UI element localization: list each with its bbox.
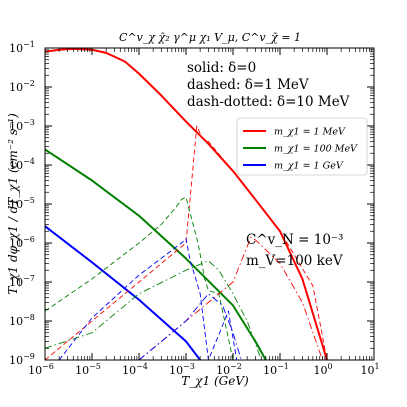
- x-tick-label: 10−3: [169, 362, 195, 377]
- x-tick-label: 100: [313, 362, 332, 377]
- x-tick-label: 10−4: [122, 362, 148, 377]
- series-line-8: [138, 293, 242, 360]
- parameter-label: C^v_N = 10⁻³: [246, 232, 343, 248]
- y-tick-label: 10−6: [9, 235, 35, 250]
- series-layer: [45, 48, 328, 360]
- axis-ticks: [44, 47, 375, 361]
- legend-label: m_χ1 = 1 GeV: [274, 161, 344, 172]
- parameter-label: m_V=100 keV: [246, 253, 343, 269]
- y-axis-label-text: T_χ1 dφ_χ1 / dT_χ1 (cm⁻² s⁻¹): [6, 113, 20, 295]
- y-tick-label: 10−9: [9, 352, 35, 367]
- plot-area: [45, 48, 374, 360]
- legend: m_χ1 = 1 MeV m_χ1 = 100 MeV m_χ1 = 1 GeV: [236, 117, 368, 176]
- y-tick-label: 10−7: [9, 274, 35, 289]
- y-tick-label: 10−4: [9, 157, 35, 172]
- chart-title: C^v_χ χ̄₂ γ^μ χ₁ V_μ, C^v_χ̄ = 1: [119, 31, 301, 44]
- legend-box: [236, 117, 368, 176]
- y-axis-label: T_χ1 dφ_χ1 / dT_χ1 (cm⁻² s⁻¹): [6, 113, 20, 295]
- chart-title-text: C^v_χ χ̄₂ γ^μ χ₁ V_μ, C^v_χ̄ = 1: [119, 31, 301, 44]
- y-tick-label: 10−2: [9, 79, 35, 94]
- style-key-label: dash-dotted: δ=10 MeV: [187, 94, 350, 110]
- x-tick-label: 10−2: [216, 362, 242, 377]
- x-tick-labels: 10−6 10−5 10−4 10−3 10−2 10−1 100 101: [28, 362, 379, 377]
- x-tick-label: 10−5: [75, 362, 101, 377]
- x-tick-label: 101: [360, 362, 379, 377]
- x-tick-label: 10−1: [263, 362, 289, 377]
- style-key-label: dashed: δ=1 MeV: [187, 77, 309, 93]
- series-line-0: [45, 48, 328, 360]
- legend-label: m_χ1 = 1 MeV: [274, 127, 346, 138]
- y-tick-labels: 10−9 10−8 10−7 10−6 10−5 10−4 10−3 10−2 10−1: [9, 40, 35, 367]
- series-line-7: [45, 260, 262, 360]
- legend-label: m_χ1 = 100 MeV: [274, 144, 358, 155]
- series-line-2: [45, 225, 201, 360]
- y-tick-label: 10−3: [9, 118, 35, 133]
- series-line-5: [58, 238, 238, 360]
- series-line-6: [138, 236, 323, 360]
- y-tick-label: 10−1: [9, 40, 35, 55]
- style-key-label: solid: δ=0: [187, 60, 256, 76]
- series-line-1: [45, 148, 267, 360]
- series-line-3: [45, 125, 328, 360]
- x-tick-label: 10−6: [28, 362, 54, 377]
- y-tick-label: 10−8: [9, 313, 35, 328]
- y-tick-label: 10−5: [9, 196, 35, 211]
- x-axis-label: T_χ1 (GeV): [181, 374, 249, 388]
- x-axis-label-text: T_χ1 (GeV): [181, 374, 249, 388]
- series-line-4: [45, 196, 234, 360]
